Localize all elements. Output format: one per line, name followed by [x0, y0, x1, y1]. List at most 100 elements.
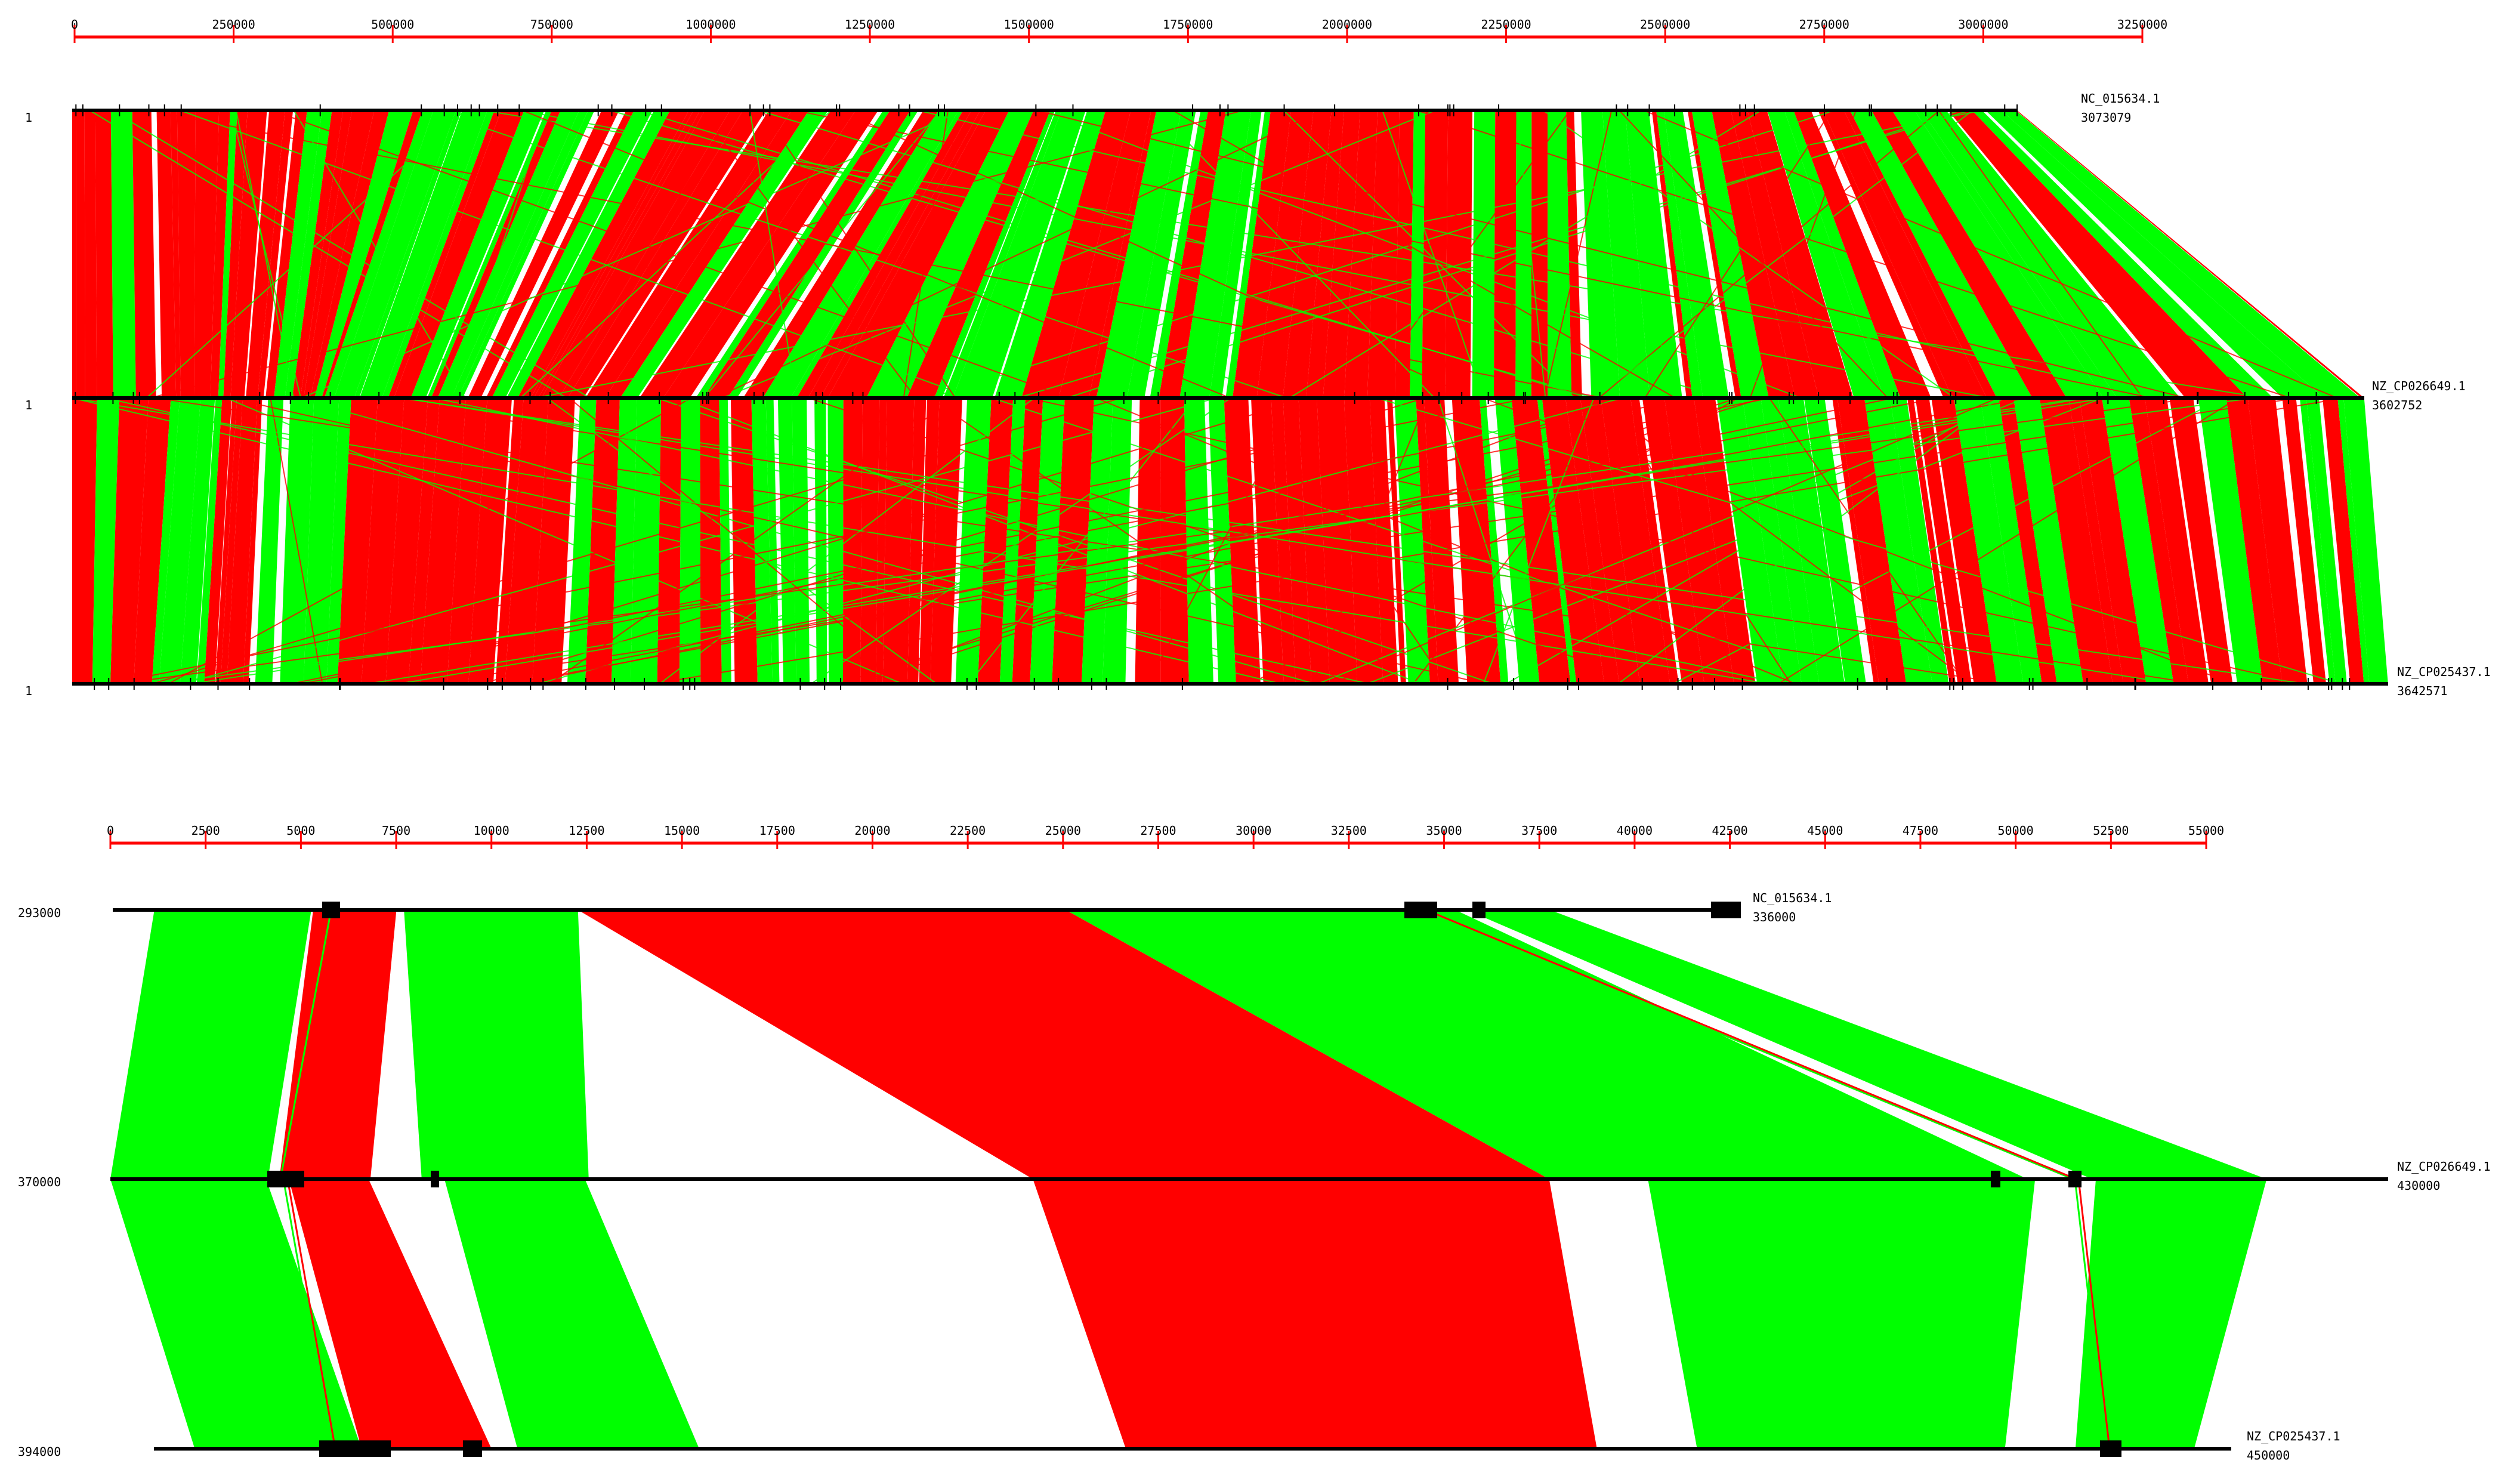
synteny-crossing-line [432, 110, 1287, 399]
top-ruler-tick-label: 2250000 [1481, 17, 1531, 32]
bottom-genome-tracks: 293000 370000 394000 NC_015634.1 336000 … [18, 891, 2491, 1462]
synteny-band [410, 110, 545, 398]
synteny-band [255, 398, 284, 684]
synteny-band [1494, 398, 1540, 684]
synteny-match [110, 910, 311, 1179]
synteny-crossing-line [1251, 397, 1738, 684]
synteny-band [1395, 110, 1414, 398]
synteny-band [334, 110, 456, 398]
synteny-band [827, 110, 1009, 398]
synteny-crossing-line [1289, 110, 1762, 399]
synteny-band [1980, 398, 2042, 684]
synteny-band [362, 398, 404, 684]
synteny-crossing-line [399, 397, 2086, 684]
synteny-band [303, 398, 339, 684]
bottom-track-2-start: 370000 [18, 1175, 61, 1189]
synteny-band [1818, 110, 1953, 398]
synteny-crossing-line [749, 110, 797, 399]
synteny-band [1849, 110, 2033, 398]
bottom-ruler-ticks: 0 2500 5000 7500 10000 12500 15000 17500 20000 22… [107, 823, 2224, 849]
bottom-ruler-tick-label: 37500 [1521, 823, 1557, 838]
bottom-ruler-tick-label: 47500 [1903, 823, 1938, 838]
synteny-band [1630, 398, 1679, 684]
synteny-connector-line [284, 909, 335, 1180]
top-track-2-id: NZ_CP026649.1 [2372, 379, 2466, 393]
feature-block [2100, 1440, 2121, 1457]
synteny-band [257, 110, 294, 398]
synteny-match [1066, 910, 2028, 1179]
synteny-crossing-line [271, 110, 1070, 399]
synteny-crossing-line [522, 110, 1231, 399]
synteny-crossing-line [521, 110, 1990, 399]
synteny-band [1747, 110, 1854, 398]
synteny-band [72, 110, 76, 398]
synteny-band [1580, 398, 1640, 684]
synteny-crossing-line [297, 397, 1315, 684]
synteny-band [447, 398, 487, 684]
bottom-ruler-tick-label: 15000 [664, 823, 700, 838]
top-ruler-tick-label: 0 [71, 17, 78, 32]
synteny-band [223, 110, 248, 398]
synteny-band [567, 398, 597, 684]
synteny-band [1664, 398, 1734, 684]
synteny-band [1472, 110, 1496, 398]
synteny-band [1948, 110, 2248, 398]
synteny-band [1511, 398, 1571, 684]
synteny-band [1416, 398, 1438, 684]
synteny-band [492, 110, 653, 398]
synteny-band [265, 110, 307, 398]
synteny-band [326, 398, 351, 684]
synteny-crossing-line [119, 397, 2196, 684]
synteny-band [1892, 110, 2104, 398]
synteny-crossing-line [1172, 110, 1676, 399]
synteny-band [1642, 398, 1704, 684]
synteny-band [558, 110, 743, 398]
bottom-ruler-tick-label: 40000 [1617, 823, 1653, 838]
synteny-band [180, 398, 215, 684]
top-track-1-id: NC_015634.1 [2081, 91, 2160, 106]
synteny-band [2198, 398, 2263, 684]
synteny-crossing-line [1749, 110, 1857, 399]
synteny-band [2169, 398, 2233, 684]
synteny-crossing-line [1643, 110, 2338, 399]
synteny-band [1548, 110, 1572, 398]
synteny-crossing-line [1506, 397, 2005, 684]
bottom-track-2-end: 430000 [2397, 1178, 2440, 1193]
top-ruler-tick-label: 1500000 [1004, 17, 1054, 32]
synteny-band [1999, 398, 2057, 684]
synteny-crossing-line [1778, 397, 2239, 684]
synteny-band [285, 110, 332, 398]
synteny-band [2323, 398, 2364, 684]
synteny-band [2247, 398, 2308, 684]
synteny-crossing-line [1360, 110, 1571, 399]
synteny-crossing-line [511, 397, 2027, 684]
synteny-band [532, 398, 575, 684]
bottom-track-3-start: 394000 [18, 1445, 61, 1459]
top-synteny-matches [72, 110, 2388, 684]
synteny-band [719, 398, 731, 684]
synteny-crossing-line [493, 397, 1938, 684]
synteny-crossing-line [544, 110, 736, 399]
synteny-band [156, 110, 177, 398]
synteny-crossing-line [1598, 110, 1940, 399]
synteny-band [1225, 110, 1271, 398]
bottom-track-1-end: 336000 [1753, 910, 1796, 924]
synteny-band [468, 110, 619, 398]
synteny-crossing-line [146, 110, 465, 399]
synteny-crossing-line [402, 397, 2305, 684]
synteny-crossing-line [929, 397, 1345, 684]
synteny-match [1466, 910, 2267, 1179]
synteny-band [1150, 110, 1209, 398]
synteny-band [2282, 398, 2326, 684]
synteny-crossing-line [762, 110, 956, 399]
bottom-ruler-tick-label: 5000 [286, 823, 315, 838]
bottom-ruler-tick-label: 42500 [1712, 823, 1747, 838]
synteny-crossing-line [1376, 397, 2342, 684]
synteny-band [751, 398, 773, 684]
synteny-band [2001, 110, 2361, 398]
synteny-band [1837, 398, 1907, 684]
synteny-band [110, 398, 149, 684]
synteny-band [204, 398, 232, 684]
top-ruler: 0 250000 500000 750000 1000000 1250000 1500000… [71, 17, 2167, 43]
synteny-crossing-line [301, 110, 964, 399]
